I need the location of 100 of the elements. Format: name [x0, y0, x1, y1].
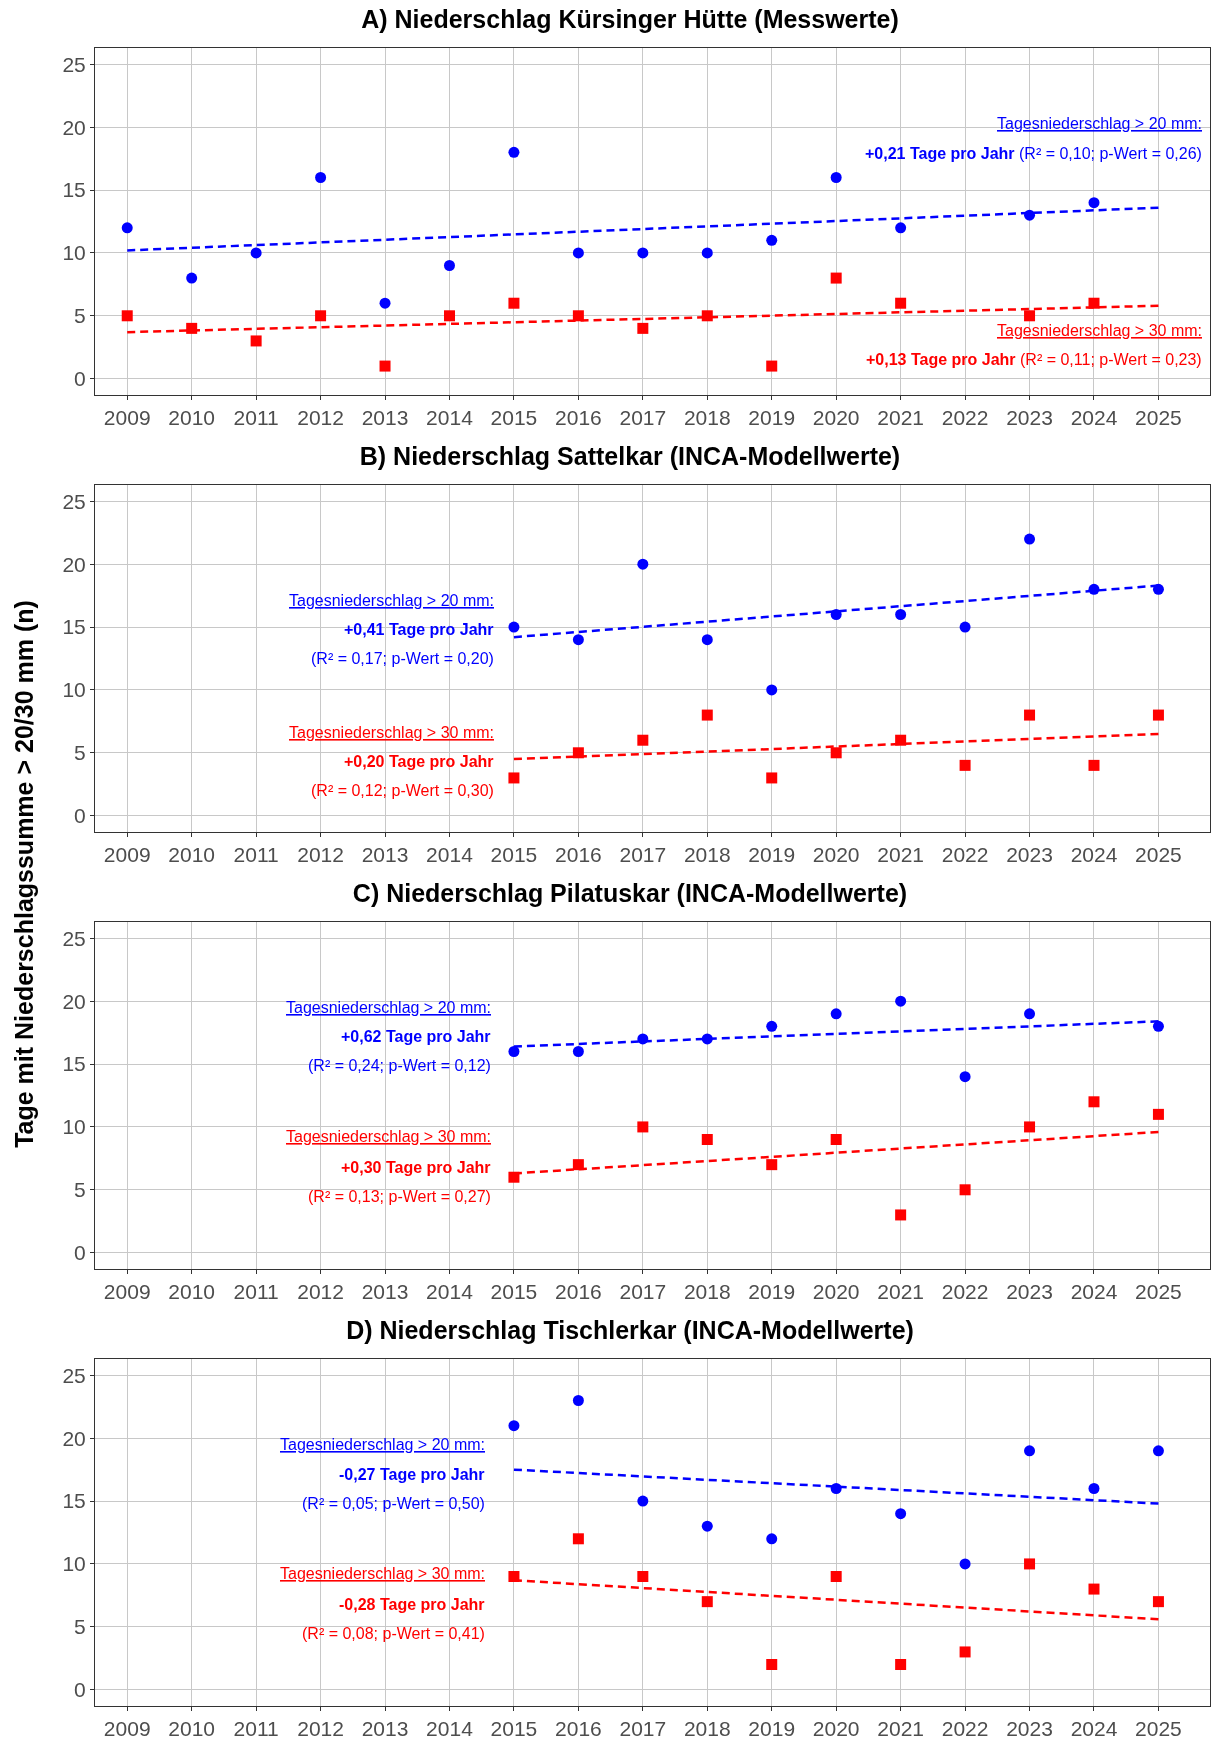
x-tick-label: 2012 [297, 1280, 344, 1304]
x-tick-label: 2012 [297, 843, 344, 867]
point [766, 360, 778, 372]
point [766, 684, 778, 696]
annotation: (R² = 0,05; p-Wert = 0,50) [302, 1495, 485, 1512]
annotation: (R² = 0,17; p-Wert = 0,20) [311, 650, 494, 667]
x-tick-label: 2022 [941, 1280, 989, 1304]
point [701, 1596, 713, 1608]
point [637, 1571, 649, 1582]
point [572, 1159, 584, 1171]
annotation: Tagesniederschlag > 30 mm: [997, 322, 1202, 339]
x-tick-label: 2023 [1006, 1717, 1053, 1741]
point [830, 172, 842, 183]
point [895, 297, 907, 309]
y-tick-label: 20 [62, 115, 86, 139]
point [959, 1071, 971, 1083]
annotation: (R² = 0,08; p-Wert = 0,41) [302, 1625, 485, 1642]
point [1024, 1445, 1036, 1457]
point [766, 772, 778, 784]
annotation: +0,21 Tage pro Jahr [865, 145, 1015, 162]
x-tick-label: 2021 [877, 406, 924, 430]
x-tick-label: 2018 [683, 1717, 731, 1741]
point [830, 272, 842, 284]
point [1024, 310, 1036, 322]
y-tick-label: 5 [74, 1615, 86, 1639]
x-tick-label: 2019 [748, 1717, 796, 1741]
x-tick-label: 2013 [361, 843, 409, 867]
x-tick-label: 2025 [1135, 843, 1182, 867]
x-tick-label: 2023 [1006, 406, 1053, 430]
x-tick-label: 2011 [233, 843, 279, 867]
x-tick-label: 2017 [619, 1280, 667, 1304]
annotation: (R² = 0,12; p-Wert = 0,30) [311, 782, 494, 799]
point [1024, 1008, 1036, 1020]
x-tick-label: 2013 [361, 1280, 409, 1304]
x-tick-label: 2020 [812, 1280, 860, 1304]
chart-title: A) Niederschlag Kürsinger Hütte (Messwerte) [361, 5, 899, 34]
point [121, 310, 133, 322]
point [572, 310, 584, 322]
point [637, 734, 649, 746]
y-tick-label: 25 [62, 926, 86, 950]
annotation: (R² = 0,13; p-Wert = 0,27) [308, 1188, 491, 1205]
point [1024, 1558, 1036, 1570]
x-tick-label: 2018 [683, 843, 731, 867]
point [637, 558, 649, 570]
point [766, 1533, 778, 1545]
point [1024, 533, 1036, 545]
point [1088, 1096, 1100, 1108]
chart-title: C) Niederschlag Pilatuskar (INCA-Modellwerte) [352, 879, 908, 908]
x-tick-label: 2019 [748, 1280, 796, 1304]
point [572, 1533, 584, 1545]
x-tick-label: 2017 [619, 843, 667, 867]
x-tick-label: 2009 [103, 843, 151, 867]
point [895, 609, 907, 620]
x-tick-label: 2025 [1135, 1280, 1182, 1304]
point [250, 247, 262, 259]
annotation: -0,28 Tage pro Jahr [339, 1596, 485, 1613]
point [637, 322, 649, 334]
annotation: Tagesniederschlag > 20 mm: [289, 592, 494, 609]
point [443, 260, 455, 271]
point [895, 1508, 907, 1520]
point [701, 1520, 713, 1532]
point [572, 247, 584, 259]
y-tick-label: 10 [62, 1115, 86, 1139]
x-tick-label: 2025 [1135, 406, 1182, 430]
x-tick-label: 2022 [941, 406, 989, 430]
point [508, 1046, 520, 1057]
point [895, 222, 907, 234]
annotation: +0,41 Tage pro Jahr [344, 621, 494, 638]
point [186, 272, 198, 284]
annotation: Tagesniederschlag > 20 mm: [286, 999, 491, 1016]
x-tick-label: 2015 [490, 1717, 538, 1741]
x-tick-label: 2011 [233, 406, 279, 430]
annotation: Tagesniederschlag > 30 mm: [289, 724, 494, 741]
annotation: +0,62 Tage pro Jahr [341, 1028, 491, 1045]
x-tick-label: 2014 [426, 843, 474, 867]
point [766, 1159, 778, 1171]
point [701, 247, 713, 259]
x-tick-label: 2012 [297, 1717, 344, 1741]
x-tick-label: 2017 [619, 1717, 667, 1741]
annotation: (R² = 0,10; p-Wert = 0,26) [1018, 145, 1202, 162]
point [315, 310, 327, 322]
point [766, 1020, 778, 1032]
point [1152, 1596, 1164, 1608]
point [572, 1046, 584, 1057]
x-tick-label: 2022 [941, 1717, 989, 1741]
point [701, 634, 713, 646]
point [895, 1209, 907, 1221]
annotation: Tagesniederschlag > 30 mm: [286, 1128, 491, 1145]
y-tick-label: 15 [62, 178, 86, 202]
point [121, 222, 133, 234]
y-tick-label: 10 [62, 678, 86, 702]
annotation: Tagesniederschlag > 30 mm: [280, 1565, 485, 1582]
point [315, 172, 327, 183]
x-tick-label: 2011 [233, 1280, 279, 1304]
x-tick-label: 2010 [168, 843, 216, 867]
y-tick-label: 5 [74, 304, 86, 328]
annotation: (R² = 0,24; p-Wert = 0,12) [308, 1057, 491, 1074]
x-tick-label: 2014 [426, 1280, 474, 1304]
point [508, 772, 520, 784]
x-tick-label: 2015 [490, 843, 538, 867]
